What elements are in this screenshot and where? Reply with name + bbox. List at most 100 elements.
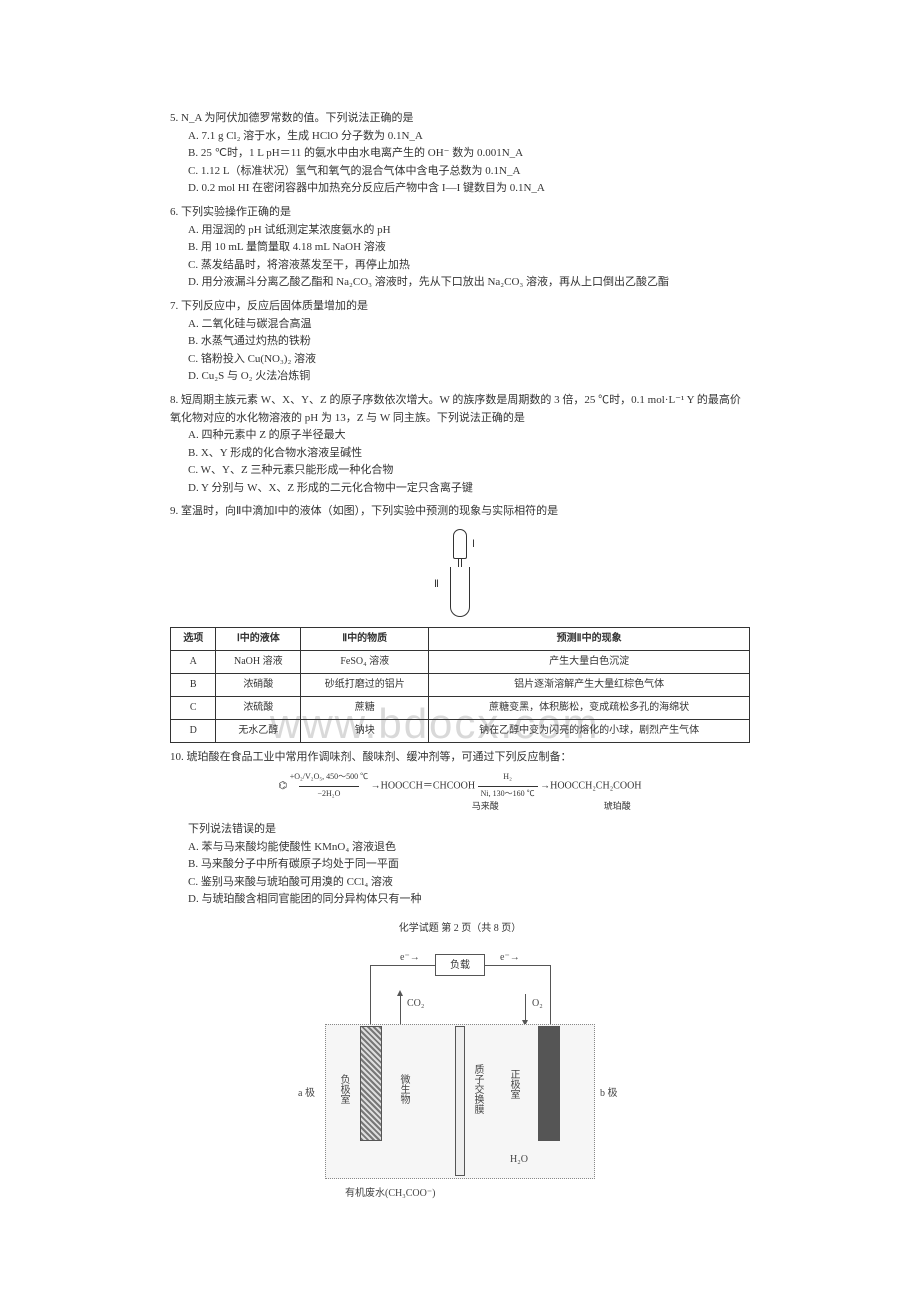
question-5: 5. N_A 为阿伏加德罗常数的值。下列说法正确的是 A. 7.1 g Cl₂ … <box>170 110 750 198</box>
table-cell: 浓硫酸 <box>216 697 301 720</box>
maleic-label: 马来酸 <box>472 801 499 811</box>
load-box: 负载 <box>435 954 485 976</box>
benzene-icon: ⌬ <box>278 780 289 791</box>
fuel-cell-diagram: 负载 e⁻→ e⁻→ CO₂ O₂ a 极 b 极 负极室 微生物 质子交换膜 … <box>300 954 620 1214</box>
q9-table: 选项 Ⅰ中的液体 Ⅱ中的物质 预测Ⅱ中的现象 ANaOH 溶液FeSO₄ 溶液产… <box>170 627 750 743</box>
q10-pre: 下列说法错误的是 <box>188 821 750 839</box>
q10-opt-c: C. 鉴别马来酸与琥珀酸可用溴的 CCl₄ 溶液 <box>188 874 750 892</box>
succinic-formula: HOOCCH₂CH₂COOH <box>550 780 641 791</box>
page-content: 5. N_A 为阿伏加德罗常数的值。下列说法正确的是 A. 7.1 g Cl₂ … <box>170 110 750 1214</box>
table-cell: C <box>171 697 216 720</box>
b-pole-label: b 极 <box>600 1084 618 1099</box>
question-7: 7. 下列反应中，反应后固体质量增加的是 A. 二氧化硅与碳混合高温 B. 水蒸… <box>170 298 750 386</box>
h2o-label: H₂O <box>510 1154 528 1165</box>
table-cell: 浓硝酸 <box>216 674 301 697</box>
succinic-label: 琥珀酸 <box>604 801 631 811</box>
q8-opt-b: B. X、Y 形成的化合物水溶液呈碱性 <box>188 445 750 463</box>
microbe-label: 微生物 <box>396 1074 411 1104</box>
table-cell: NaOH 溶液 <box>216 651 301 674</box>
cond1-top: +O₂/V₂O₅, 450～500 ℃ <box>290 772 368 781</box>
q10-opt-a: A. 苯与马来酸均能使酸性 KMnO₄ 溶液退色 <box>188 839 750 857</box>
th-substance-ii: Ⅱ中的物质 <box>301 628 429 651</box>
cathode-room-label: 正极室 <box>506 1069 521 1099</box>
table-cell: 无水乙醇 <box>216 720 301 743</box>
table-cell: 铝片逐渐溶解产生大量红棕色气体 <box>429 674 750 697</box>
table-cell: 蔗糖 <box>301 697 429 720</box>
question-8: 8. 短周期主族元素 W、X、Y、Z 的原子序数依次增大。W 的族序数是周期数的… <box>170 392 750 498</box>
table-cell: 砂纸打磨过的铝片 <box>301 674 429 697</box>
table-cell: 蔗糖变黑，体积膨松，变成疏松多孔的海绵状 <box>429 697 750 720</box>
q5-opt-d: D. 0.2 mol HI 在密闭容器中加热充分反应后产物中含 I—I 键数目为… <box>188 180 750 198</box>
question-9: 9. 室温时，向Ⅱ中滴加Ⅰ中的液体（如图），下列实验中预测的现象与实际相符的是 … <box>170 503 750 743</box>
co2-line <box>400 996 401 1024</box>
table-row: B浓硝酸砂纸打磨过的铝片铝片逐渐溶解产生大量红棕色气体 <box>171 674 750 697</box>
table-row: D无水乙醇钠块钠在乙醇中变为闪亮的熔化的小球，剧烈产生气体 <box>171 720 750 743</box>
maleic-formula: HOOCCH＝CHCOOH <box>381 780 475 791</box>
table-cell: 产生大量白色沉淀 <box>429 651 750 674</box>
electron-left: e⁻→ <box>400 952 420 963</box>
q6-opt-d: D. 用分液漏斗分离乙酸乙酯和 Na₂CO₃ 溶液时，先从下口放出 Na₂CO₃… <box>188 274 750 292</box>
o2-label: O₂ <box>532 998 543 1009</box>
dropper-tip-icon <box>458 559 462 567</box>
q5-opt-c: C. 1.12 L（标准状况）氢气和氧气的混合气体中含电子总数为 0.1N_A <box>188 163 750 181</box>
cathode-electrode <box>538 1026 560 1141</box>
waste-label: 有机废水(CH₃COO⁻) <box>345 1184 435 1199</box>
cond2-top: H₂ <box>503 772 512 781</box>
q6-stem: 6. 下列实验操作正确的是 <box>170 204 750 222</box>
q10-reaction: ⌬ +O₂/V₂O₅, 450～500 ℃ −2H₂O →HOOCCH＝CHCO… <box>170 773 750 815</box>
th-option: 选项 <box>171 628 216 651</box>
q9-figure: Ⅰ Ⅱ <box>430 529 490 619</box>
th-phenomenon: 预测Ⅱ中的现象 <box>429 628 750 651</box>
q8-opt-c: C. W、Y、Z 三种元素只能形成一种化合物 <box>188 462 750 480</box>
q10-opt-b: B. 马来酸分子中所有碳原子均处于同一平面 <box>188 856 750 874</box>
proton-membrane <box>455 1026 465 1176</box>
question-6: 6. 下列实验操作正确的是 A. 用湿润的 pH 试纸测定某浓度氨水的 pH B… <box>170 204 750 292</box>
q7-stem: 7. 下列反应中，反应后固体质量增加的是 <box>170 298 750 316</box>
q6-opt-a: A. 用湿润的 pH 试纸测定某浓度氨水的 pH <box>188 222 750 240</box>
q9-tbody: ANaOH 溶液FeSO₄ 溶液产生大量白色沉淀B浓硝酸砂纸打磨过的铝片铝片逐渐… <box>171 651 750 743</box>
table-cell: 钠在乙醇中变为闪亮的熔化的小球，剧烈产生气体 <box>429 720 750 743</box>
a-pole-label: a 极 <box>298 1084 315 1099</box>
table-cell: B <box>171 674 216 697</box>
label-ii: Ⅱ <box>434 577 439 593</box>
q5-opt-b: B. 25 ℃时，1 L pH＝11 的氨水中由水电离产生的 OH⁻ 数为 0.… <box>188 145 750 163</box>
q8-stem: 8. 短周期主族元素 W、X、Y、Z 的原子序数依次增大。W 的族序数是周期数的… <box>170 392 750 427</box>
table-cell: FeSO₄ 溶液 <box>301 651 429 674</box>
test-tube-icon <box>450 567 470 617</box>
table-row: C浓硫酸蔗糖蔗糖变黑，体积膨松，变成疏松多孔的海绵状 <box>171 697 750 720</box>
q9-stem: 9. 室温时，向Ⅱ中滴加Ⅰ中的液体（如图），下列实验中预测的现象与实际相符的是 <box>170 503 750 521</box>
wire-left-h <box>370 965 435 966</box>
co2-label: CO₂ <box>407 998 424 1009</box>
q10-opt-d: D. 与琥珀酸含相同官能团的同分异构体只有一种 <box>188 891 750 909</box>
cond2-bot: Ni, 130～160 ℃ <box>481 789 535 798</box>
q5-stem: 5. N_A 为阿伏加德罗常数的值。下列说法正确的是 <box>170 110 750 128</box>
q8-opt-d: D. Y 分别与 W、X、Z 形成的二元化合物中一定只含离子键 <box>188 480 750 498</box>
cond1-bot: −2H₂O <box>317 789 340 798</box>
pem-label: 质子交换膜 <box>470 1064 485 1114</box>
q6-opt-b: B. 用 10 mL 量筒量取 4.18 mL NaOH 溶液 <box>188 239 750 257</box>
table-cell: 钠块 <box>301 720 429 743</box>
electron-right: e⁻→ <box>500 952 520 963</box>
dropper-icon <box>453 529 467 559</box>
th-liquid-i: Ⅰ中的液体 <box>216 628 301 651</box>
q7-opt-b: B. 水蒸气通过灼热的铁粉 <box>188 333 750 351</box>
q7-opt-c: C. 铬粉投入 Cu(NO₃)₂ 溶液 <box>188 351 750 369</box>
anode-electrode <box>360 1026 382 1141</box>
o2-line <box>525 994 526 1022</box>
wire-left-v <box>370 965 371 1025</box>
label-i: Ⅰ <box>472 537 475 553</box>
wire-right-v <box>550 965 551 1025</box>
table-header-row: 选项 Ⅰ中的液体 Ⅱ中的物质 预测Ⅱ中的现象 <box>171 628 750 651</box>
anode-room-label: 负极室 <box>336 1074 351 1104</box>
q5-opt-a: A. 7.1 g Cl₂ 溶于水，生成 HClO 分子数为 0.1N_A <box>188 128 750 146</box>
table-row: ANaOH 溶液FeSO₄ 溶液产生大量白色沉淀 <box>171 651 750 674</box>
q8-opt-a: A. 四种元素中 Z 的原子半径最大 <box>188 427 750 445</box>
table-cell: D <box>171 720 216 743</box>
q7-opt-a: A. 二氧化硅与碳混合高温 <box>188 316 750 334</box>
q6-opt-c: C. 蒸发结晶时，将溶液蒸发至干，再停止加热 <box>188 257 750 275</box>
q10-stem: 10. 琥珀酸在食品工业中常用作调味剂、酸味剂、缓冲剂等，可通过下列反应制备： <box>170 749 750 767</box>
q7-opt-d: D. Cu₂S 与 O₂ 火法冶炼铜 <box>188 368 750 386</box>
question-10: 10. 琥珀酸在食品工业中常用作调味剂、酸味剂、缓冲剂等，可通过下列反应制备： … <box>170 749 750 909</box>
page-footer: 化学试题 第 2 页（共 8 页） <box>170 919 750 934</box>
wire-right-h <box>485 965 550 966</box>
